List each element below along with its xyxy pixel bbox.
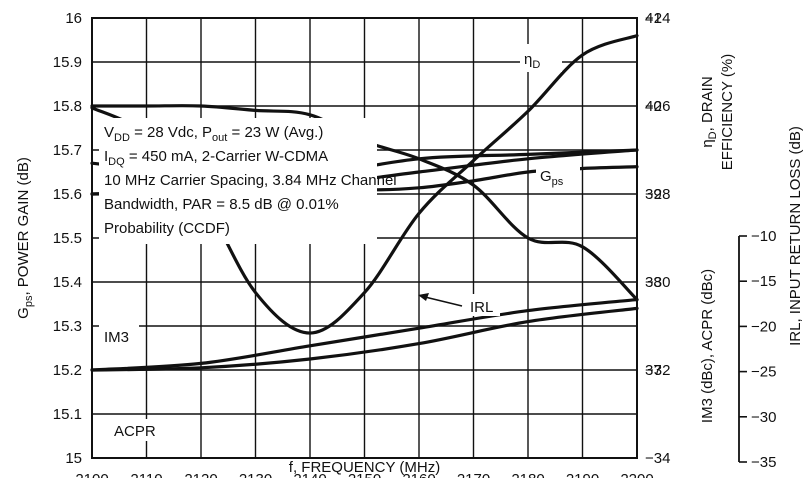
y-tick-label-gain: 15.3 xyxy=(53,318,82,335)
acpr-label: ACPR xyxy=(114,423,156,440)
y-axis-label-efficiency-line2: EFFICIENCY (%) xyxy=(719,54,736,170)
y-tick-label-gain: 16 xyxy=(65,10,82,27)
x-tick-label: 2150 xyxy=(348,471,381,478)
y-tick-label-im3: −34 xyxy=(645,450,670,467)
irl-arrow-line xyxy=(424,296,463,307)
y-axis-label-im3: IM3 (dBc), ACPR (dBc) xyxy=(699,269,716,423)
x-tick-label: 2110 xyxy=(130,471,162,478)
y-tick-label-gain: 15.6 xyxy=(53,186,82,203)
irl-label: IRL xyxy=(470,299,493,316)
labels: Gps, POWER GAIN (dB) f, FREQUENCY (MHz) ηD… xyxy=(15,44,804,476)
gps-label: Gps xyxy=(540,168,564,188)
y-tick-label-gain: 15.5 xyxy=(53,230,82,247)
eta-d-label: ηD xyxy=(524,51,540,71)
y-tick-label-gain: 15.4 xyxy=(53,274,82,291)
x-tick-label: 2200 xyxy=(620,471,653,478)
condition-text: Bandwidth, PAR = 8.5 dB @ 0.01% xyxy=(104,196,339,213)
y-tick-label-im3: −24 xyxy=(645,10,670,27)
y-tick-label-efficiency: 39 xyxy=(645,186,662,203)
condition-text: 10 MHz Carrier Spacing, 3.84 MHz Channel xyxy=(104,172,397,189)
y-tick-label-irl: −15 xyxy=(751,273,776,290)
y-axis-label-gain: Gps, POWER GAIN (dB) xyxy=(15,157,35,319)
im3-label: IM3 xyxy=(104,329,129,346)
y-tick-label-gain: 15.1 xyxy=(53,406,82,423)
y-tick-label-im3: −30 xyxy=(645,274,670,291)
y-axis-label-efficiency-line1: ηD, DRAIN xyxy=(699,76,719,147)
y-tick-label-efficiency: 37 xyxy=(645,362,662,379)
y-tick-label-efficiency: 40 xyxy=(645,98,662,115)
series-line xyxy=(90,306,639,372)
y-tick-label-efficiency: 38 xyxy=(645,274,662,291)
y-tick-label-im3: −26 xyxy=(645,98,670,115)
condition-text: VDD = 28 Vdc, Pout = 23 W (Avg.) xyxy=(104,124,323,144)
y-tick-label-irl: −35 xyxy=(751,454,776,471)
y-tick-label-irl: −20 xyxy=(751,318,776,335)
y-tick-label-gain: 15.8 xyxy=(53,98,82,115)
x-tick-label: 2100 xyxy=(75,471,108,478)
y-tick-label-im3: −28 xyxy=(645,186,670,203)
eta-label-background xyxy=(520,44,562,72)
series-line xyxy=(90,298,639,372)
x-tick-label: 2190 xyxy=(566,471,599,478)
x-tick-label: 2140 xyxy=(293,471,326,478)
x-axis-label: f, FREQUENCY (MHz) xyxy=(289,459,440,476)
conditions-background xyxy=(99,118,377,244)
x-tick-label: 2160 xyxy=(402,471,435,478)
x-tick-label: 2130 xyxy=(239,471,272,478)
acpr-label-background xyxy=(110,419,166,441)
condition-text: IDQ = 450 mA, 2-Carrier W-CDMA xyxy=(104,148,328,168)
x-tick-label: 2170 xyxy=(457,471,490,478)
irl-label-background xyxy=(466,294,500,316)
y-tick-label-gain: 15.2 xyxy=(53,362,82,379)
im3-label-background xyxy=(99,325,139,347)
y-tick-label-efficiency: 41 xyxy=(645,10,662,27)
y-axis-label-irl: IRL, INPUT RETURN LOSS (dB) xyxy=(787,126,804,346)
y-tick-label-irl: −30 xyxy=(751,409,776,426)
y-tick-label-gain: 15.9 xyxy=(53,54,82,71)
y-tick-label-im3: −32 xyxy=(645,362,670,379)
y-tick-label-gain: 15 xyxy=(65,450,82,467)
y-tick-label-gain: 15.7 xyxy=(53,142,82,159)
gps-label-background xyxy=(536,162,580,190)
tick-labels: 2100 2110 2120 2130 2140 2150 2160 2170 2180 2190… xyxy=(53,10,777,478)
condition-text: Probability (CCDF) xyxy=(104,220,230,237)
x-tick-label: 2120 xyxy=(184,471,217,478)
plot-frame xyxy=(91,17,638,459)
x-tick-label: 2180 xyxy=(511,471,544,478)
y-tick-label-irl: −25 xyxy=(751,364,776,381)
y-tick-label-irl: −10 xyxy=(751,228,776,245)
irl-arrow-head xyxy=(418,293,429,301)
